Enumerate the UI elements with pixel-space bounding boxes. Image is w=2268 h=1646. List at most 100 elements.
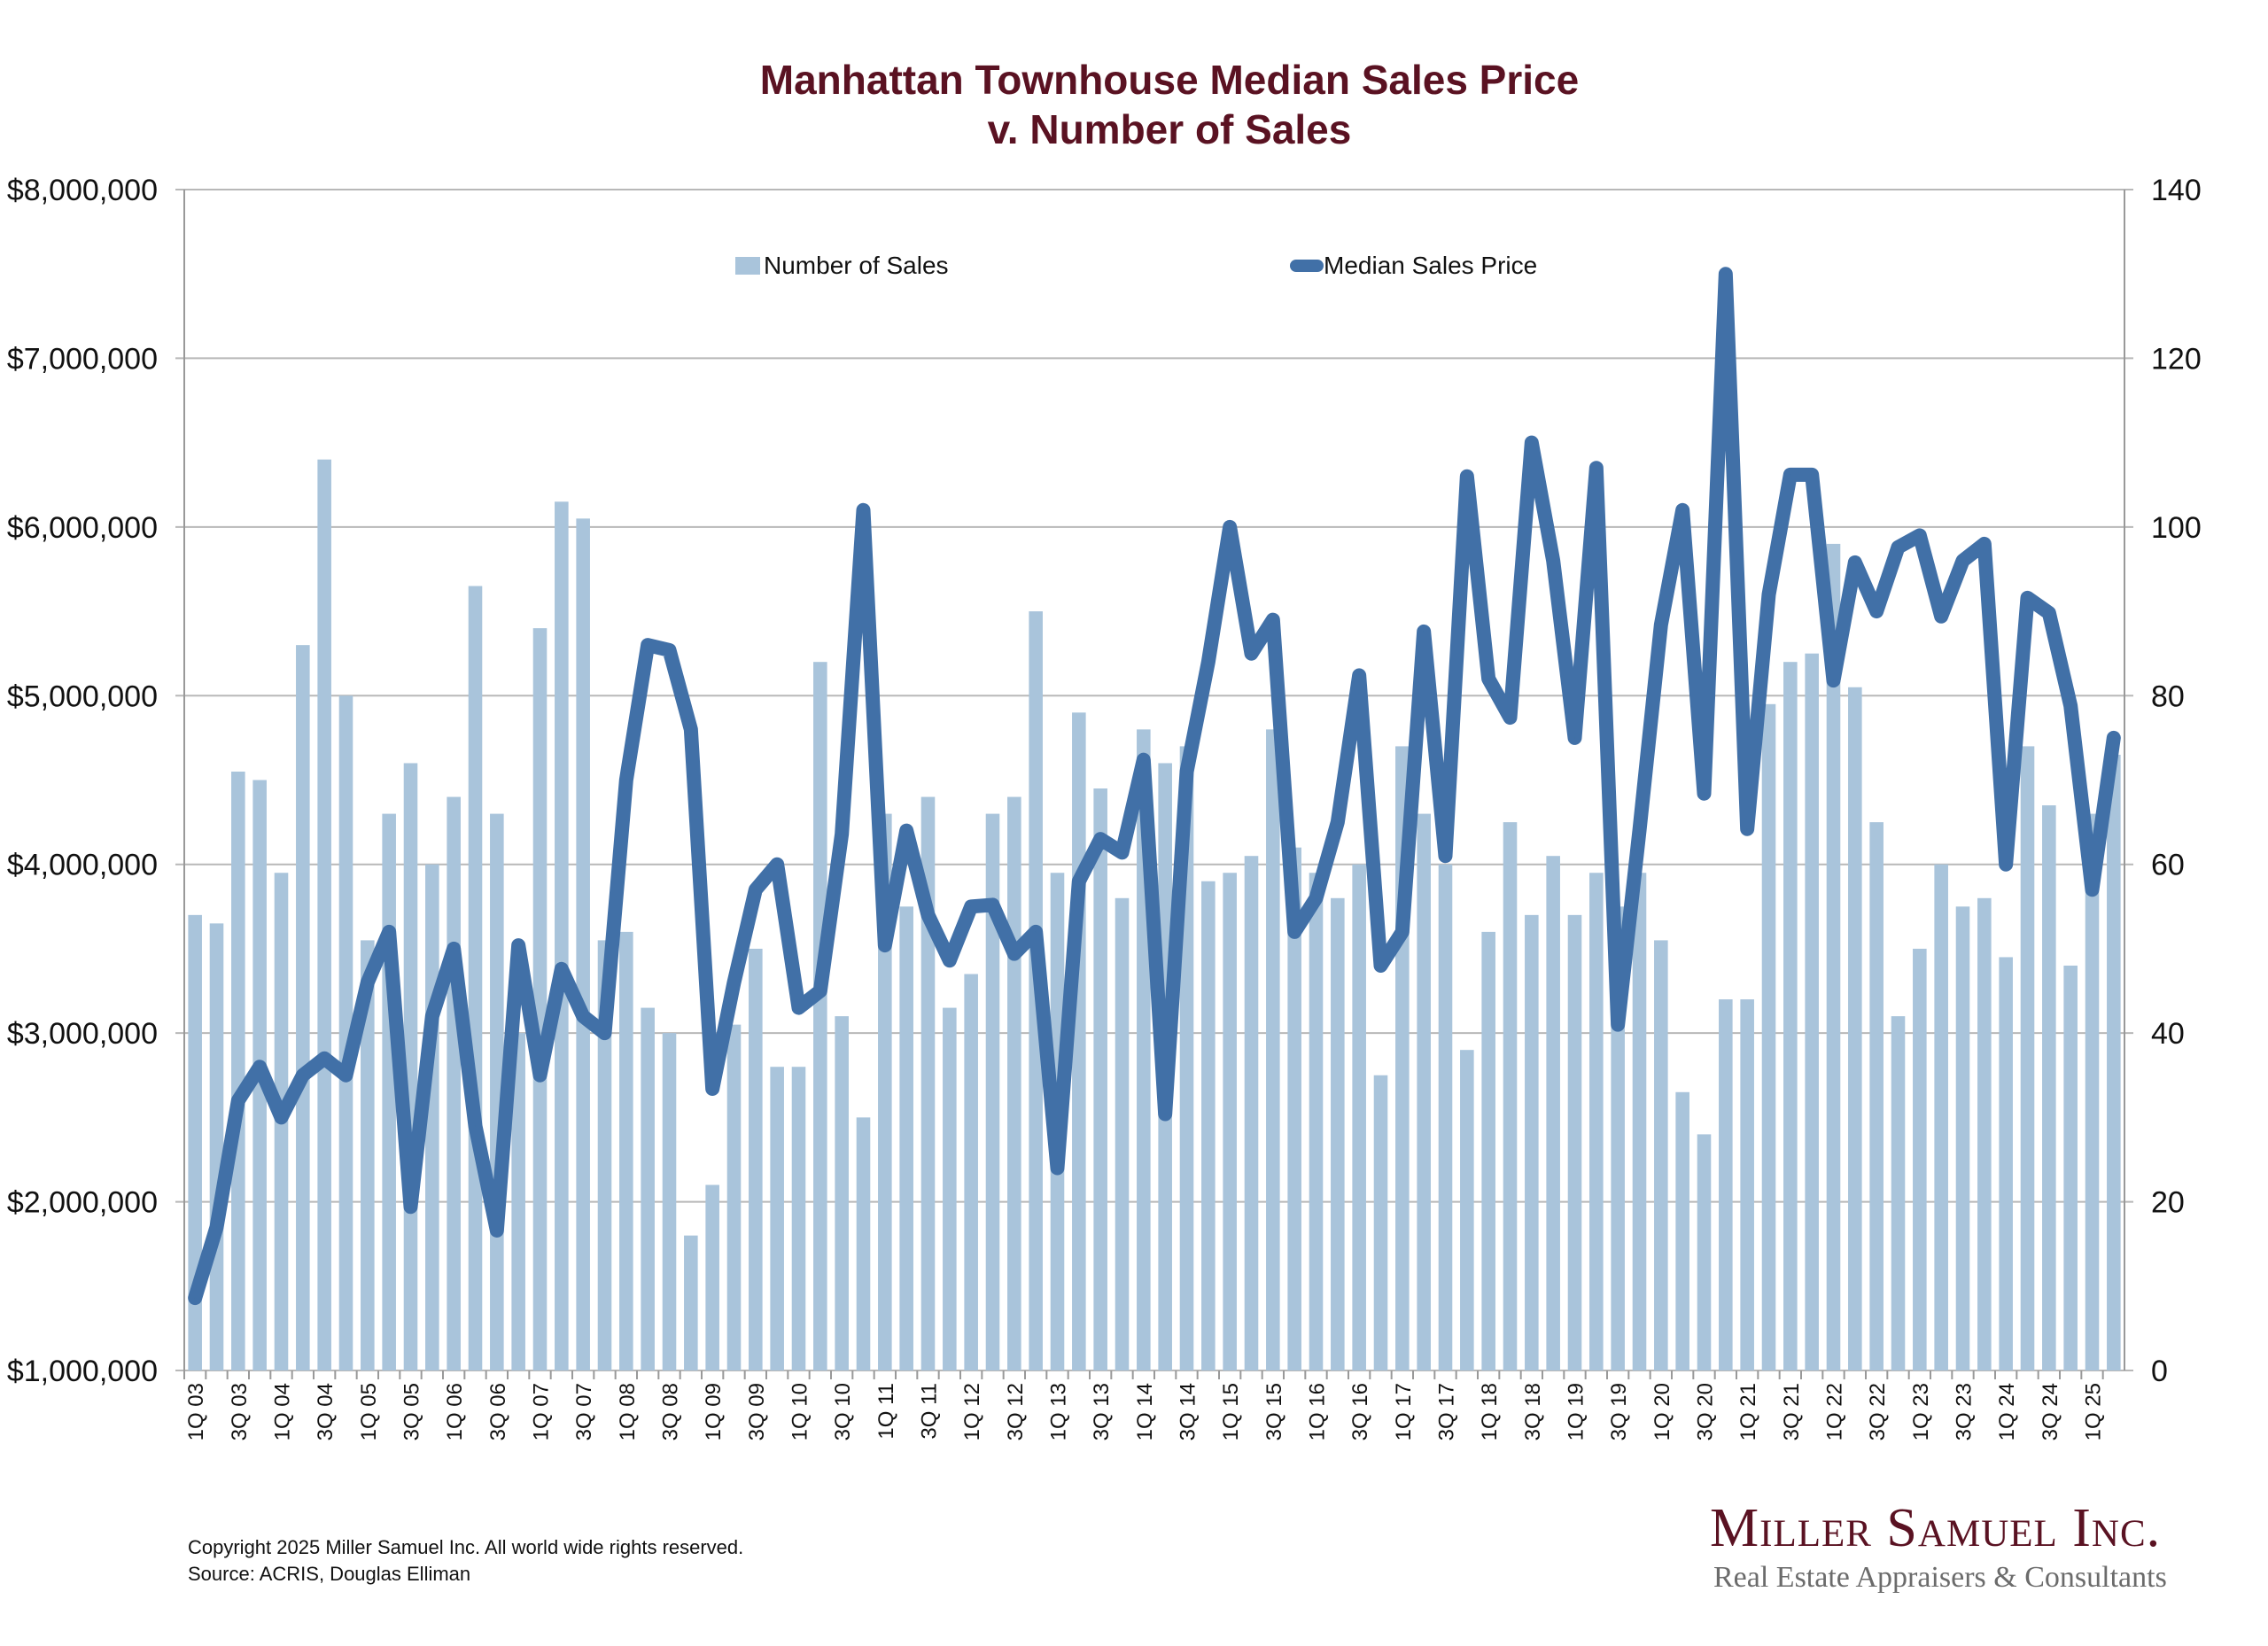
- point-median-sales-price: [1487, 678, 1490, 680]
- bar-number-of-sales: [1934, 864, 1948, 1370]
- x-tick-label: 3Q 15: [1262, 1383, 1286, 1440]
- point-median-sales-price: [2005, 863, 2008, 866]
- x-tick-label: 1Q 19: [1565, 1383, 1588, 1440]
- x-tick-label: 3Q 03: [228, 1383, 252, 1440]
- x-tick-label: 3Q 08: [659, 1383, 683, 1440]
- bar-number-of-sales: [597, 940, 612, 1370]
- point-median-sales-price: [2091, 889, 2093, 891]
- point-median-sales-price: [560, 967, 563, 970]
- point-median-sales-price: [1423, 630, 1425, 633]
- point-median-sales-price: [647, 644, 649, 647]
- source-text: Source: ACRIS, Douglas Elliman: [188, 1563, 471, 1585]
- point-median-sales-price: [1293, 930, 1296, 933]
- point-median-sales-price: [2026, 596, 2029, 599]
- bar-number-of-sales: [1352, 864, 1366, 1370]
- x-tick-label: 3Q 06: [486, 1383, 510, 1440]
- point-median-sales-price: [453, 947, 455, 950]
- point-median-sales-price: [1121, 851, 1123, 854]
- x-tick-label: 1Q 20: [1651, 1383, 1674, 1440]
- bar-number-of-sales: [532, 628, 548, 1370]
- y-left-tick-label: $1,000,000: [7, 1355, 158, 1388]
- point-median-sales-price: [280, 1116, 283, 1119]
- point-median-sales-price: [366, 982, 369, 984]
- point-median-sales-price: [1035, 930, 1037, 933]
- bar-number-of-sales: [2042, 805, 2056, 1370]
- x-tick-label: 1Q 12: [960, 1383, 984, 1440]
- point-median-sales-price: [1077, 880, 1080, 882]
- bar-number-of-sales: [1201, 881, 1216, 1370]
- bar-number-of-sales: [511, 1033, 525, 1370]
- point-median-sales-price: [1401, 930, 1403, 933]
- bar-number-of-sales: [1955, 906, 1970, 1370]
- point-median-sales-price: [1811, 473, 1814, 476]
- point-median-sales-price: [1164, 1113, 1167, 1115]
- bar-number-of-sales: [1115, 897, 1130, 1370]
- point-median-sales-price: [431, 1015, 433, 1018]
- bar-number-of-sales: [1977, 897, 1992, 1370]
- legend-swatch-line: [1290, 260, 1324, 272]
- point-median-sales-price: [1013, 952, 1015, 955]
- x-tick-label: 3Q 20: [1694, 1383, 1718, 1440]
- point-median-sales-price: [1185, 770, 1188, 773]
- point-median-sales-price: [1853, 561, 1856, 563]
- x-tick-label: 1Q 15: [1219, 1383, 1243, 1440]
- point-median-sales-price: [259, 1066, 261, 1068]
- chart-title-line1: Manhattan Townhouse Median Sales Price: [759, 57, 1580, 103]
- point-median-sales-price: [539, 1074, 541, 1076]
- point-median-sales-price: [1379, 964, 1382, 967]
- x-tick-label: 3Q 17: [1435, 1383, 1459, 1440]
- bar-number-of-sales: [1999, 957, 2013, 1370]
- bar-number-of-sales: [555, 501, 569, 1370]
- point-median-sales-price: [1789, 473, 1791, 476]
- point-median-sales-price: [582, 1015, 585, 1018]
- x-tick-label: 1Q 05: [357, 1383, 381, 1440]
- line-median-sales-price: [188, 267, 2121, 1306]
- x-tick-label: 3Q 10: [831, 1383, 855, 1440]
- bar-number-of-sales: [1761, 703, 1776, 1370]
- bar-number-of-sales: [1007, 796, 1021, 1370]
- bar-number-of-sales: [188, 914, 202, 1370]
- bar-number-of-sales: [1654, 940, 1668, 1370]
- copyright-text: Copyright 2025 Miller Samuel Inc. All wo…: [188, 1536, 744, 1558]
- company-logo-tagline: Real Estate Appraisers & Consultants: [1713, 1561, 2167, 1594]
- bar-number-of-sales: [684, 1235, 698, 1370]
- point-median-sales-price: [689, 728, 692, 731]
- bar-number-of-sales: [878, 813, 892, 1370]
- x-tick-label: 1Q 13: [1047, 1383, 1071, 1440]
- point-median-sales-price: [1659, 624, 1662, 626]
- bar-number-of-sales: [1826, 543, 1841, 1370]
- point-median-sales-price: [237, 1099, 239, 1102]
- bar-number-of-sales: [705, 1184, 719, 1370]
- x-tick-label: 3Q 11: [918, 1383, 942, 1440]
- bar-number-of-sales: [920, 796, 936, 1370]
- legend-swatch-bars: [735, 257, 760, 275]
- bar-number-of-sales: [209, 923, 224, 1370]
- bar-number-of-sales: [2020, 746, 2035, 1370]
- point-median-sales-price: [733, 982, 735, 984]
- point-median-sales-price: [1229, 525, 1231, 528]
- y-right-tick-label: 0: [2151, 1355, 2168, 1388]
- bar-number-of-sales: [835, 1016, 849, 1370]
- point-median-sales-price: [1983, 542, 1985, 545]
- bar-number-of-sales: [403, 763, 418, 1370]
- y-left-tick-label: $8,000,000: [7, 174, 158, 207]
- bar-number-of-sales: [382, 813, 396, 1370]
- bar-number-of-sales: [1331, 897, 1345, 1370]
- point-median-sales-price: [1876, 610, 1878, 613]
- x-tick-label: 3Q 07: [572, 1383, 596, 1440]
- point-median-sales-price: [1638, 829, 1641, 832]
- point-median-sales-price: [841, 833, 843, 835]
- point-median-sales-price: [301, 1074, 304, 1076]
- x-tick-label: 3Q 13: [1090, 1383, 1114, 1440]
- bar-number-of-sales: [662, 1033, 677, 1370]
- bar-number-of-sales: [1481, 931, 1495, 1370]
- bar-number-of-sales: [1460, 1050, 1474, 1370]
- point-median-sales-price: [1207, 661, 1209, 664]
- point-median-sales-price: [409, 1206, 412, 1208]
- y-right-tick-label: 120: [2151, 342, 2202, 376]
- point-median-sales-price: [1271, 618, 1274, 621]
- bar-number-of-sales: [1805, 653, 1819, 1370]
- x-tick-label: 3Q 21: [1780, 1383, 1804, 1440]
- x-tick-label: 1Q 11: [874, 1383, 898, 1440]
- bar-number-of-sales: [2085, 813, 2100, 1370]
